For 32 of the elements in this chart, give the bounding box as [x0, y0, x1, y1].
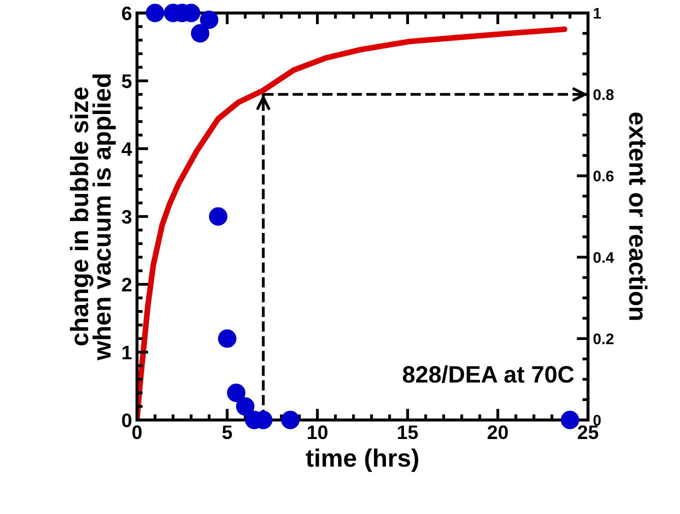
y-tick-label: 6 — [122, 6, 132, 20]
x-tick-label: 15 — [398, 426, 418, 440]
point — [236, 397, 254, 416]
point — [227, 384, 246, 402]
y-tick-label: 2 — [122, 278, 132, 292]
point — [190, 24, 210, 43]
y-tick-label: 0 — [122, 413, 132, 428]
y-tick-label: 1 — [122, 346, 132, 360]
point — [218, 329, 236, 348]
y-tick-label: 4 — [122, 142, 132, 156]
y2-axis-title: extent or reaction — [629, 112, 648, 320]
y2-tick-label: 0.6 — [593, 170, 614, 182]
y2-tick-label: 0.4 — [593, 252, 614, 263]
x-tick-label: 10 — [308, 425, 328, 440]
y2-tick-label: 0.2 — [593, 333, 614, 344]
x-axis-title: time (hrs) — [306, 448, 418, 472]
point — [560, 410, 580, 430]
point — [208, 207, 228, 226]
x-tick-label: 20 — [488, 425, 508, 440]
point — [146, 4, 164, 22]
x-tick-label: 5 — [222, 426, 232, 440]
x-tick-label: 0 — [132, 425, 142, 440]
y-tick-label: 5 — [122, 74, 132, 88]
y-tick-label: 3 — [122, 210, 132, 224]
y-axis-title: change in bubble size when vacuum is applied — [70, 74, 116, 360]
y2-tick-label: 1 — [594, 8, 601, 19]
y2-tick-label: 0.8 — [593, 89, 614, 100]
y2-tick-label: 0 — [593, 414, 601, 426]
point — [200, 10, 218, 29]
point — [281, 410, 300, 430]
x-tick-label: 25 — [578, 425, 598, 440]
annotation: 828/DEA at 70C — [402, 365, 574, 384]
